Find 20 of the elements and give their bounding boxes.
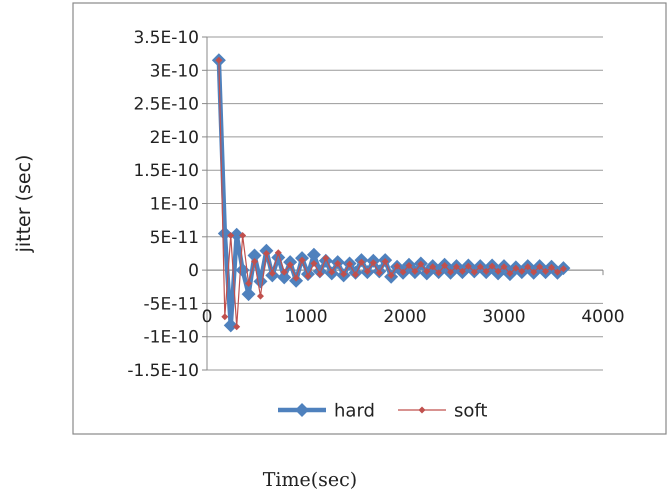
y-tick-label: 1.5E-10: [133, 161, 199, 182]
y-tick-label: 1E-10: [150, 194, 199, 214]
y-tick-label: 0: [188, 261, 199, 282]
y-tick-label: -1E-10: [144, 328, 199, 348]
x-tick-label: 0: [202, 307, 212, 328]
x-tick-label: 3000: [482, 307, 526, 328]
x-tick-label: 2000: [383, 307, 427, 328]
y-tick-label: 5E-11: [150, 228, 199, 248]
legend-label: soft: [454, 400, 488, 422]
y-tick-label: 3E-10: [150, 61, 199, 82]
y-tick-label: -1.5E-10: [127, 360, 199, 381]
y-tick-label: 2E-10: [150, 128, 199, 148]
y-axis-title: jitter (sec): [13, 154, 35, 254]
x-tick-label: 1000: [284, 307, 328, 328]
x-axis-title: Time(sec): [262, 469, 358, 491]
legend-label: hard: [334, 400, 375, 422]
x-tick-label: 4000: [581, 307, 625, 328]
y-tick-label: -5E-11: [144, 294, 199, 314]
y-tick-label: 2.5E-10: [133, 94, 199, 115]
y-tick-label: 3.5E-10: [133, 28, 199, 48]
